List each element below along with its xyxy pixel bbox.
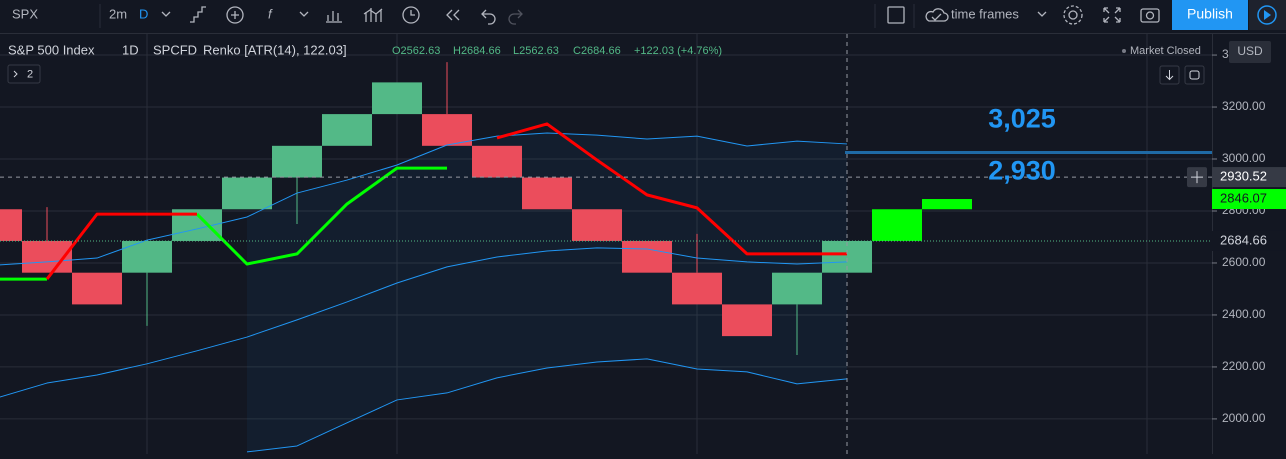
brick — [922, 199, 972, 210]
brick — [772, 272, 822, 305]
brick — [0, 209, 22, 241]
legend-close: C2684.66 — [573, 45, 621, 57]
status-dot — [1122, 49, 1126, 53]
brick — [72, 272, 122, 305]
snapshot-lens — [1145, 11, 1155, 20]
settings-gear — [1063, 5, 1083, 25]
dropdown-icon[interactable] — [299, 11, 309, 17]
price-tag — [1212, 189, 1286, 210]
y-tick-label: 3000.00 — [1222, 151, 1266, 165]
overlay: USD S&P 500 Index 1D SPCFD Renko [ATR(14… — [7, 41, 1286, 251]
redo-icon[interactable] — [508, 9, 523, 25]
chart-type-icon[interactable] — [190, 6, 206, 23]
brick — [522, 177, 572, 210]
price-tag — [1212, 167, 1286, 188]
indicator-line — [195, 166, 447, 266]
cloud-icon[interactable] — [925, 8, 949, 22]
legend-low: L2562.63 — [513, 45, 559, 57]
alert-icon[interactable] — [402, 6, 420, 24]
brick — [472, 145, 522, 178]
price-tag-label: 2930.52 — [1220, 169, 1267, 184]
publish-label[interactable]: Publish — [1187, 6, 1233, 22]
brick — [722, 304, 772, 337]
bars-icon[interactable] — [326, 11, 342, 23]
annotation-label: 2,930 — [988, 155, 1056, 185]
scroll-icon — [1165, 70, 1174, 81]
toolbar-bg — [0, 0, 1286, 34]
annotation-label: 3,025 — [988, 104, 1056, 134]
indicator-line — [496, 122, 847, 256]
alert-hand — [410, 10, 415, 16]
indicators-icon[interactable]: f — [268, 6, 273, 21]
legend-change: +122.03 (+4.76%) — [634, 45, 722, 57]
brick — [872, 209, 922, 241]
play-triangle — [1264, 10, 1271, 20]
plot — [0, 54, 1212, 453]
legend-open: O2562.63 — [392, 45, 440, 57]
y-tick-label: 3200.00 — [1222, 99, 1266, 113]
market-status: Market Closed — [1130, 45, 1201, 57]
dropdown-icon[interactable] — [1037, 11, 1047, 17]
reset-icon — [1189, 70, 1200, 80]
legend-resolution: 1D — [122, 42, 139, 57]
brick — [572, 209, 622, 241]
time-frames[interactable]: time frames — [951, 6, 1019, 21]
undo-icon[interactable] — [481, 9, 496, 25]
price-tag-label: 2846.07 — [1220, 190, 1267, 205]
dropdown-icon[interactable] — [161, 11, 171, 17]
brick — [422, 114, 472, 146]
legend-style: Renko [ATR(14), 122.03] — [203, 42, 347, 57]
interval[interactable]: 2m — [109, 6, 127, 21]
brick — [372, 82, 422, 115]
price-tag-label: 2684.66 — [1220, 232, 1267, 247]
indicators-toggle[interactable] — [7, 64, 41, 84]
indicator-line — [0, 247, 848, 398]
brick — [122, 240, 172, 273]
brick — [622, 240, 672, 273]
settings-icon[interactable] — [1068, 10, 1078, 20]
legend-high: H2684.66 — [453, 45, 501, 57]
toolbar: SPX 2m D f time frames Publish — [0, 0, 1286, 34]
play-circle — [1257, 5, 1277, 25]
symbol[interactable]: SPX — [12, 6, 38, 21]
indicator-line — [246, 358, 848, 453]
band-fill — [247, 133, 847, 452]
indicator-line — [0, 132, 848, 266]
interval-type[interactable]: D — [139, 6, 148, 21]
y-tick-label: 2000.00 — [1222, 411, 1266, 425]
indicator-line — [45, 212, 197, 281]
y-tick-label: 2600.00 — [1222, 255, 1266, 269]
compare-plus — [231, 11, 239, 19]
templates-icon[interactable] — [363, 8, 383, 22]
brick — [222, 177, 272, 210]
brick — [322, 114, 372, 146]
legend-name: S&P 500 Index — [8, 42, 95, 57]
crosshair-add-icon — [1191, 171, 1203, 184]
brick — [672, 272, 722, 305]
toggle-chevron — [13, 70, 18, 78]
indicator-count[interactable]: 2 — [27, 68, 33, 80]
y-tick-label: 2400.00 — [1222, 307, 1266, 321]
reset-button[interactable] — [1184, 65, 1205, 85]
currency[interactable]: USD — [1237, 44, 1263, 58]
currency-box[interactable] — [1229, 41, 1271, 63]
fullscreen-icon[interactable] — [1103, 7, 1121, 23]
y-tick-label: 2200.00 — [1222, 359, 1266, 373]
publish-button[interactable] — [1172, 0, 1248, 30]
legend-source: SPCFD — [153, 42, 197, 57]
fullscreen-select-icon[interactable] — [887, 6, 905, 24]
replay-icon[interactable] — [446, 9, 460, 21]
brick — [272, 145, 322, 178]
compare-icon[interactable] — [226, 6, 244, 24]
snapshot-icon[interactable] — [1140, 8, 1160, 23]
price-tag — [1212, 230, 1286, 251]
